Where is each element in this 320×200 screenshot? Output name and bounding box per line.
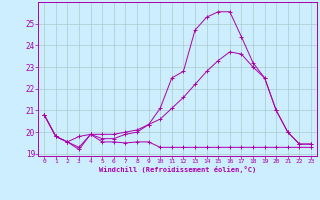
X-axis label: Windchill (Refroidissement éolien,°C): Windchill (Refroidissement éolien,°C): [99, 166, 256, 173]
